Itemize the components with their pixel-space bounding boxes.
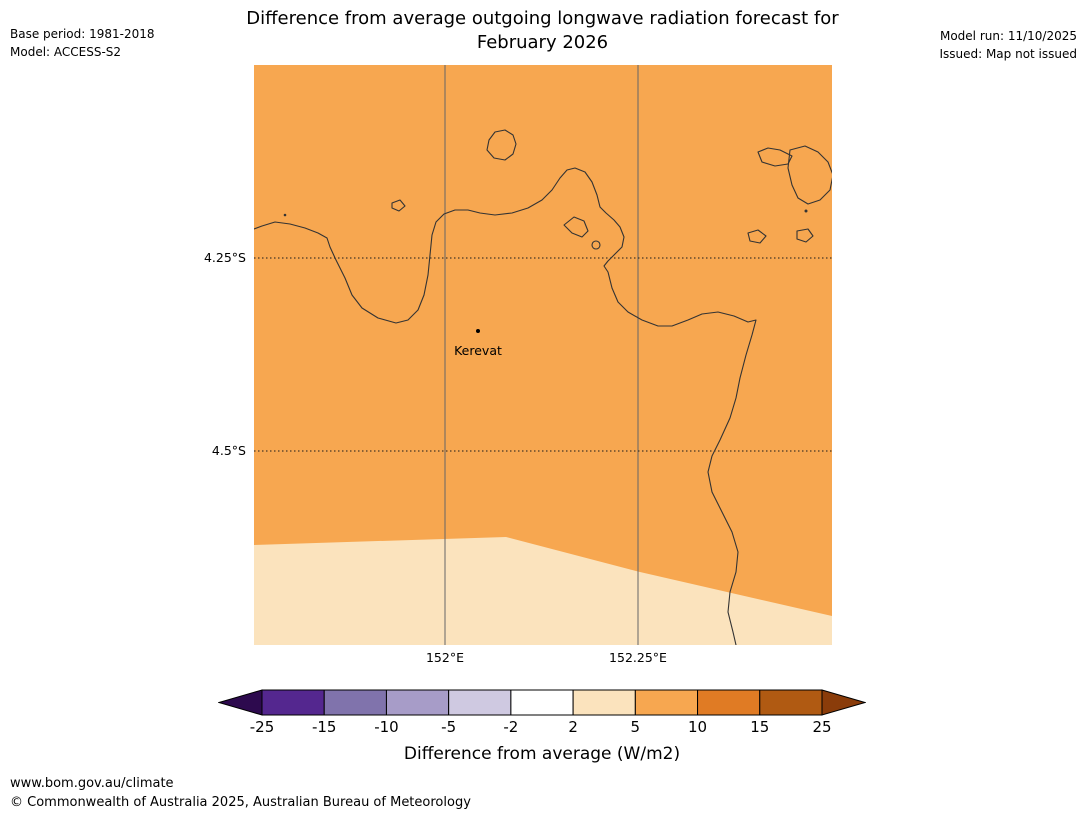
map-svg (254, 65, 832, 645)
islet-dot-2 (804, 209, 808, 213)
colorbar-segment (759, 689, 823, 716)
colorbar-tick-label: -2 (503, 718, 519, 736)
run-info-right: Model run: 11/10/2025 Issued: Map not is… (939, 27, 1077, 63)
title-line1: Difference from average outgoing longwav… (246, 8, 839, 29)
page-title: Difference from average outgoing longwav… (0, 7, 1085, 55)
islet-dot (283, 213, 287, 217)
coastline-crater (591, 240, 601, 250)
colorbar-tick-label: 25 (812, 718, 832, 736)
island-duke-c (747, 229, 767, 244)
run-info-left: Base period: 1981-2018 Model: ACCESS-S2 (10, 25, 155, 61)
coastline-new-britain (254, 167, 757, 645)
colorbar-tick-label: 5 (630, 718, 641, 736)
colorbar: -25 -15 -10 -5 -2 2 5 10 15 25 (217, 689, 867, 737)
grid-vertical-lines (444, 65, 639, 645)
colorbar-tick-label: -10 (374, 718, 399, 736)
colorbar-segment (634, 689, 699, 716)
colorbar-segment (261, 689, 325, 716)
model-run-label: Model run: 11/10/2025 (939, 29, 1077, 43)
colorbar-tick-label: 15 (750, 718, 770, 736)
lon-tick-152e: 152°E (425, 650, 464, 665)
colorbar-segment (697, 689, 761, 716)
lat-tick-4-5s: 4.5°S (211, 443, 246, 458)
colorbar-right-arrow (821, 689, 867, 716)
colorbar-left-arrow (217, 689, 263, 716)
colorbar-ticks: -25 -15 -10 -5 -2 2 5 10 15 25 (218, 718, 866, 736)
issued-label: Issued: Map not issued (939, 47, 1077, 61)
colorbar-tick-label: -15 (311, 718, 337, 736)
colorbar-tick-label: -5 (441, 718, 457, 736)
colorbar-segment (385, 689, 450, 716)
base-period-label: Base period: 1981-2018 (10, 27, 155, 41)
colorbar-segment (572, 689, 636, 716)
footer-url: www.bom.gov.au/climate (10, 776, 174, 791)
colorbar-tick-label: 10 (688, 718, 708, 736)
coastlines (254, 129, 832, 645)
colorbar-caption: Difference from average (W/m2) (403, 744, 681, 764)
map-area: Kerevat (254, 65, 832, 645)
band-2-5-region (254, 537, 832, 645)
footer-copyright: © Commonwealth of Australia 2025, Austra… (10, 795, 471, 810)
kerevat-marker (476, 329, 480, 333)
footer: www.bom.gov.au/climate © Commonwealth of… (10, 774, 471, 812)
island-duke-d (796, 228, 814, 243)
island-duke-b (787, 145, 832, 205)
lat-tick-4-25s: 4.25°S (203, 250, 246, 265)
colorbar-segment (510, 689, 574, 716)
title-line2: February 2026 (476, 32, 609, 53)
island-west (391, 199, 406, 212)
colorbar-segment (323, 689, 387, 716)
island-duke-a (757, 147, 793, 167)
model-label: Model: ACCESS-S2 (10, 45, 122, 59)
colorbar-tick-label: -25 (249, 718, 275, 736)
colorbar-segment (448, 689, 512, 716)
latitude-dotted-lines (254, 257, 832, 452)
colorbar-tick-label: 2 (568, 718, 578, 736)
colorbar-svg (217, 689, 867, 716)
island-north (486, 129, 517, 161)
lon-tick-152-25e: 152.25°E (609, 650, 667, 665)
coastline-harbour (563, 216, 589, 238)
place-label-kerevat: Kerevat (454, 343, 502, 358)
